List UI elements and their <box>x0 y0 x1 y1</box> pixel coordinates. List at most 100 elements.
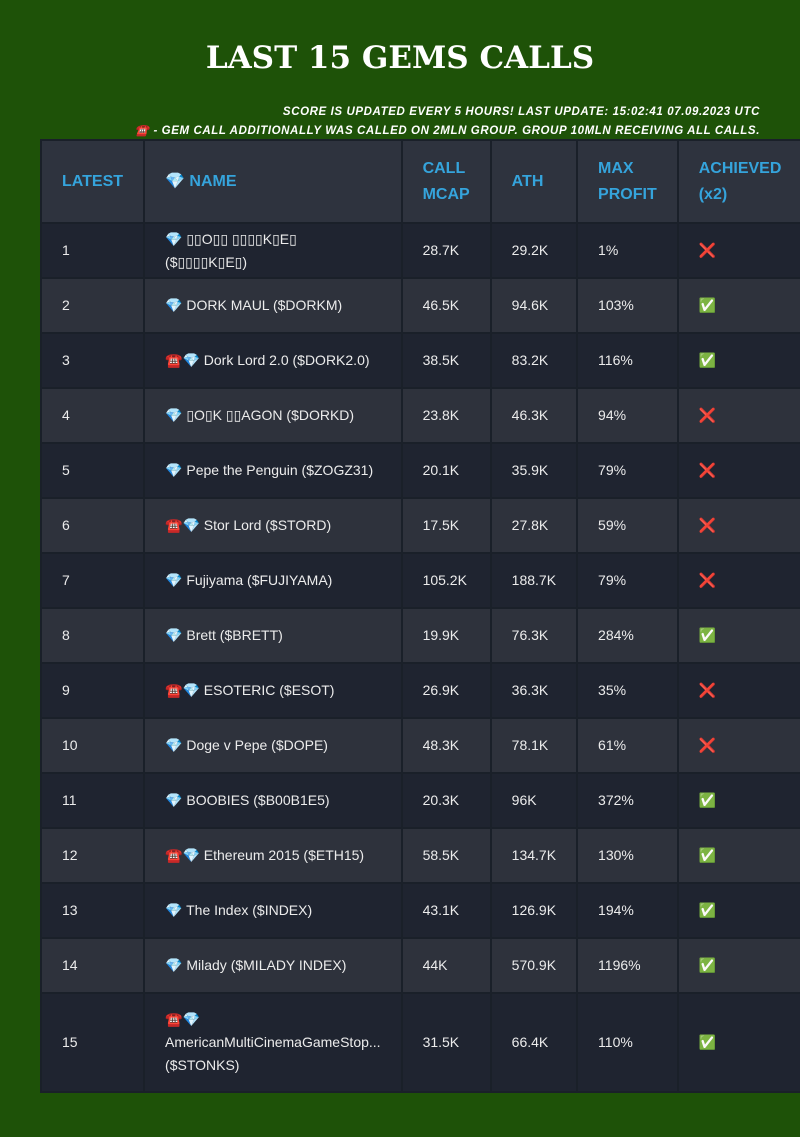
title: LAST 15 GEMS CALLS <box>205 40 595 76</box>
row: 14 💎 Milady ($MILADY INDEX) 44K 570.9K 1196%… <box>42 939 800 992</box>
call-mcap: 23.8K <box>402 389 490 442</box>
call-mcap: 44K <box>402 939 490 992</box>
row: 12 ☎️💎 Ethereum 2015 ($ETH15) 58.5K 134.7K 1… <box>42 829 800 882</box>
token-name: 💎 ▯▯O▯▯ ▯▯▯▯K▯E▯ ($▯▯▯▯K▯E▯) <box>145 224 401 277</box>
max-profit: 79% <box>578 554 677 607</box>
row: 15 ☎️💎 AmericanMultiCinemaGameStop... ($S… <box>42 994 800 1091</box>
note: SCORE IS UPDATED EVERY 5 HOURS! LAST UPD… <box>282 106 760 118</box>
row: 13 💎 The Index ($INDEX) 43.1K 126.9K 194% ✅ <box>42 884 800 937</box>
max-profit: 103% <box>578 279 677 332</box>
rank: 13 <box>42 884 144 937</box>
ath: 27.8K <box>491 499 577 552</box>
max-profit: 94% <box>578 389 677 442</box>
gems-table: LATEST 💎 NAME CALL MCAP ATH MAX PROFIT ACHIEV… <box>40 139 800 1093</box>
token-name: ☎️💎 Ethereum 2015 ($ETH15) <box>145 829 401 882</box>
rank: 6 <box>42 499 144 552</box>
column-header: MAX PROFIT <box>578 141 677 222</box>
achieved: ✅ <box>678 609 800 662</box>
token-name: 💎 The Index ($INDEX) <box>145 884 401 937</box>
call-mcap: 28.7K <box>402 224 490 277</box>
token-name: 💎 Doge v Pepe ($DOPE) <box>145 719 401 772</box>
max-profit: 1196% <box>578 939 677 992</box>
row: 6 ☎️💎 Stor Lord ($STORD) 17.5K 27.8K 59% ❌ <box>42 499 800 552</box>
max-profit: 116% <box>578 334 677 387</box>
rank: 12 <box>42 829 144 882</box>
achieved: ✅ <box>678 939 800 992</box>
column-header: ATH <box>491 141 577 222</box>
ath: 78.1K <box>491 719 577 772</box>
max-profit: 194% <box>578 884 677 937</box>
token-name: ☎️💎 Stor Lord ($STORD) <box>145 499 401 552</box>
column-header: ACHIEVED (x2) <box>678 141 800 222</box>
max-profit: 61% <box>578 719 677 772</box>
row: 7 💎 Fujiyama ($FUJIYAMA) 105.2K 188.7K 79% ❌ <box>42 554 800 607</box>
max-profit: 284% <box>578 609 677 662</box>
call-mcap: 105.2K <box>402 554 490 607</box>
row: 8 💎 Brett ($BRETT) 19.9K 76.3K 284% ✅ <box>42 609 800 662</box>
rank: 1 <box>42 224 144 277</box>
note: ☎️ - GEM CALL ADDITIONALLY WAS CALLED ON… <box>134 125 760 137</box>
call-mcap: 17.5K <box>402 499 490 552</box>
rank: 2 <box>42 279 144 332</box>
ath: 29.2K <box>491 224 577 277</box>
call-mcap: 48.3K <box>402 719 490 772</box>
ath: 134.7K <box>491 829 577 882</box>
achieved: ❌ <box>678 389 800 442</box>
ath: 46.3K <box>491 389 577 442</box>
ath: 570.9K <box>491 939 577 992</box>
rank: 7 <box>42 554 144 607</box>
ath: 36.3K <box>491 664 577 717</box>
achieved: ❌ <box>678 444 800 497</box>
row: 3 ☎️💎 Dork Lord 2.0 ($DORK2.0) 38.5K 83.2K 1… <box>42 334 800 387</box>
achieved: ✅ <box>678 279 800 332</box>
achieved: ✅ <box>678 829 800 882</box>
ath: 94.6K <box>491 279 577 332</box>
token-name: ☎️💎 AmericanMultiCinemaGameStop... ($STO… <box>145 994 401 1091</box>
token-name: 💎 Milady ($MILADY INDEX) <box>145 939 401 992</box>
achieved: ❌ <box>678 664 800 717</box>
max-profit: 1% <box>578 224 677 277</box>
token-name: 💎 DORK MAUL ($DORKM) <box>145 279 401 332</box>
column-header: 💎 NAME <box>145 141 401 222</box>
call-mcap: 20.3K <box>402 774 490 827</box>
header-row: LATEST 💎 NAME CALL MCAP ATH MAX PROFIT ACHIEV… <box>42 141 800 222</box>
column-header: CALL MCAP <box>402 141 490 222</box>
rank: 14 <box>42 939 144 992</box>
max-profit: 130% <box>578 829 677 882</box>
token-name: 💎 BOOBIES ($B00B1E5) <box>145 774 401 827</box>
row: 4 💎 ▯O▯K ▯▯AGON ($DORKD) 23.8K 46.3K 94% ❌ <box>42 389 800 442</box>
call-mcap: 43.1K <box>402 884 490 937</box>
ath: 188.7K <box>491 554 577 607</box>
call-mcap: 58.5K <box>402 829 490 882</box>
max-profit: 35% <box>578 664 677 717</box>
rank: 3 <box>42 334 144 387</box>
row: 2 💎 DORK MAUL ($DORKM) 46.5K 94.6K 103% ✅ <box>42 279 800 332</box>
row: 9 ☎️💎 ESOTERIC ($ESOT) 26.9K 36.3K 35% ❌ <box>42 664 800 717</box>
token-name: ☎️💎 ESOTERIC ($ESOT) <box>145 664 401 717</box>
call-mcap: 46.5K <box>402 279 490 332</box>
max-profit: 79% <box>578 444 677 497</box>
max-profit: 372% <box>578 774 677 827</box>
token-name: 💎 Fujiyama ($FUJIYAMA) <box>145 554 401 607</box>
rank: 8 <box>42 609 144 662</box>
row: 1 💎 ▯▯O▯▯ ▯▯▯▯K▯E▯ ($▯▯▯▯K▯E▯) 28.7K 29.2K 1… <box>42 224 800 277</box>
rank: 4 <box>42 389 144 442</box>
call-mcap: 26.9K <box>402 664 490 717</box>
ath: 66.4K <box>491 994 577 1091</box>
row: 11 💎 BOOBIES ($B00B1E5) 20.3K 96K 372% ✅ <box>42 774 800 827</box>
achieved: ✅ <box>678 994 800 1091</box>
token-name: 💎 Pepe the Penguin ($ZOGZ31) <box>145 444 401 497</box>
achieved: ❌ <box>678 719 800 772</box>
rank: 10 <box>42 719 144 772</box>
achieved: ✅ <box>678 774 800 827</box>
rank: 15 <box>42 994 144 1091</box>
max-profit: 59% <box>578 499 677 552</box>
rank: 5 <box>42 444 144 497</box>
token-name: 💎 Brett ($BRETT) <box>145 609 401 662</box>
call-mcap: 31.5K <box>402 994 490 1091</box>
ath: 76.3K <box>491 609 577 662</box>
call-mcap: 20.1K <box>402 444 490 497</box>
achieved: ❌ <box>678 499 800 552</box>
achieved: ✅ <box>678 334 800 387</box>
